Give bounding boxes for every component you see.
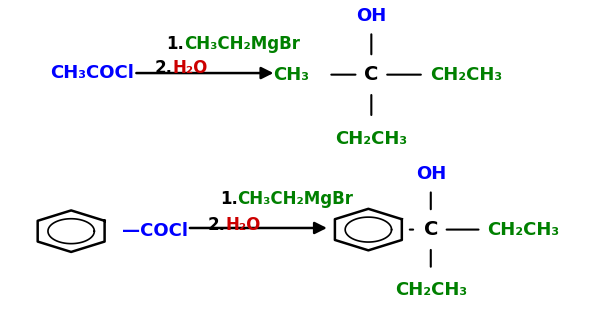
Text: 2.: 2. bbox=[154, 59, 172, 77]
Text: CH₂CH₃: CH₂CH₃ bbox=[395, 281, 467, 299]
Text: OH: OH bbox=[416, 165, 446, 183]
Text: CH₂CH₃: CH₂CH₃ bbox=[430, 66, 503, 84]
Text: 2.: 2. bbox=[208, 216, 226, 234]
Text: —COCl: —COCl bbox=[122, 222, 188, 240]
Text: CH₃COCl: CH₃COCl bbox=[50, 64, 134, 82]
Text: 1.: 1. bbox=[220, 190, 238, 208]
Text: CH₂CH₃: CH₂CH₃ bbox=[335, 130, 407, 148]
Text: CH₃CH₂MgBr: CH₃CH₂MgBr bbox=[238, 190, 353, 208]
Text: H₂O: H₂O bbox=[172, 59, 208, 77]
Text: CH₃: CH₃ bbox=[273, 66, 309, 84]
Text: 1.: 1. bbox=[166, 35, 184, 53]
Text: CH₃CH₂MgBr: CH₃CH₂MgBr bbox=[184, 35, 300, 53]
Text: C: C bbox=[364, 65, 379, 84]
Text: OH: OH bbox=[356, 6, 386, 25]
Text: H₂O: H₂O bbox=[226, 216, 261, 234]
Text: CH₂CH₃: CH₂CH₃ bbox=[487, 221, 559, 239]
Text: C: C bbox=[424, 220, 438, 239]
